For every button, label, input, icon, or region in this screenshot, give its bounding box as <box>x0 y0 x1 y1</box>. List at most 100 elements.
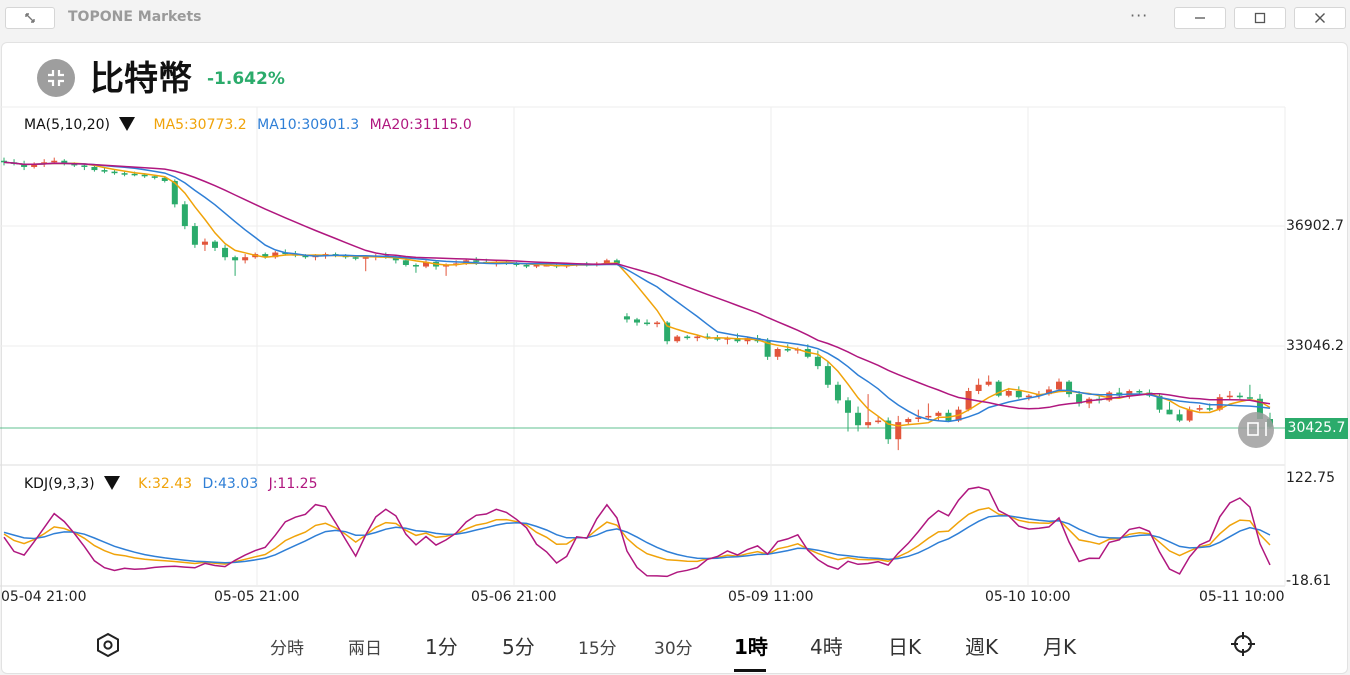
candle-body <box>603 260 610 264</box>
candle-body <box>935 412 942 416</box>
tab-1m[interactable]: 1分 <box>425 635 458 659</box>
time-tick: 05-11 10:00 <box>1199 589 1285 605</box>
chart-card <box>1 42 1348 674</box>
tab-1h[interactable]: 1時 <box>734 635 768 659</box>
candle-body <box>423 261 429 267</box>
candle-body <box>362 257 369 259</box>
k-value: K:32.43 <box>138 476 193 492</box>
ma-legend[interactable]: MA(5,10,20) MA5:30773.2 MA10:30901.3 MA2… <box>24 116 478 134</box>
candle-body <box>161 177 168 181</box>
candle-body <box>402 260 409 265</box>
tab-4h[interactable]: 4時 <box>810 635 843 659</box>
candle-body <box>232 257 239 261</box>
candle-body <box>634 319 640 323</box>
price-tick: 36902.7 <box>1286 218 1344 234</box>
candle-body <box>1005 391 1012 396</box>
more-icon[interactable]: ··· <box>1130 6 1149 25</box>
candle-body <box>654 322 661 325</box>
candle-body <box>1186 409 1193 421</box>
candle-body <box>1226 395 1233 398</box>
close-button[interactable] <box>1294 7 1346 29</box>
kdj-legend[interactable]: KDJ(9,3,3) K:32.43 D:43.03 J:11.25 <box>24 475 324 493</box>
d-value: D:43.03 <box>202 476 259 492</box>
candle-body <box>1256 398 1263 420</box>
ma20-line <box>3 161 1271 410</box>
k-line <box>3 507 1271 565</box>
price-tick: 33046.2 <box>1286 338 1344 354</box>
settings-hexagon-icon[interactable] <box>95 632 121 662</box>
candle-body <box>523 264 530 267</box>
candle-body <box>1206 408 1213 410</box>
candle-body <box>171 180 178 205</box>
interval-tabs: 分時 兩日 1分 5分 15分 30分 1時 4時 日K 週K 月K <box>0 622 1350 668</box>
j-value: J:11.25 <box>268 476 318 492</box>
maximize-button[interactable] <box>1234 7 1286 29</box>
current-price-badge: 30425.7 <box>1285 418 1348 439</box>
candle-body <box>814 356 821 367</box>
tab-month[interactable]: 月K <box>1043 635 1077 659</box>
candle-body <box>151 176 158 178</box>
dropdown-icon[interactable] <box>103 476 120 490</box>
candle-body <box>222 247 229 258</box>
candle-body <box>664 322 671 342</box>
time-tick: 05-04 21:00 <box>1 589 87 605</box>
tab-30m[interactable]: 30分 <box>654 639 693 659</box>
candle-body <box>824 366 831 385</box>
kdj-tick-bottom: -18.61 <box>1286 573 1332 589</box>
tab-week[interactable]: 週K <box>965 635 999 659</box>
candle-body <box>684 336 691 339</box>
candle-body <box>734 338 741 342</box>
candle-body <box>623 316 630 320</box>
candle-body <box>995 381 1002 396</box>
chart-grid <box>0 106 1286 587</box>
candle-body <box>925 415 932 418</box>
candle-body <box>1236 395 1243 398</box>
time-tick: 05-05 21:00 <box>214 589 300 605</box>
candle-body <box>1136 391 1143 393</box>
candle-body <box>865 422 872 426</box>
candle-body <box>392 257 399 261</box>
candle-body <box>201 241 208 245</box>
time-tick: 05-06 21:00 <box>471 589 557 605</box>
candle-body <box>1166 409 1173 415</box>
ma5-value: MA5:30773.2 <box>153 117 247 133</box>
time-tick: 05-10 10:00 <box>985 589 1071 605</box>
candle-body <box>71 163 78 166</box>
candle-body <box>1126 391 1133 396</box>
candle-body <box>965 391 972 410</box>
candle-body <box>191 226 198 245</box>
title-bar: TOPONE Markets ··· <box>0 0 1350 36</box>
candle-body <box>1246 397 1253 399</box>
minimize-button[interactable] <box>1174 7 1226 29</box>
tab-fenshi[interactable]: 分時 <box>270 639 304 659</box>
candle-body <box>915 417 922 420</box>
tool-icon <box>1238 412 1274 448</box>
candle-body <box>61 160 68 164</box>
candle-body <box>724 338 731 340</box>
tab-day[interactable]: 日K <box>888 635 922 659</box>
candle-body <box>644 322 651 325</box>
exit-fullscreen-icon[interactable] <box>37 59 75 97</box>
crosshair-icon[interactable] <box>1230 631 1256 661</box>
candle-body <box>1076 394 1083 404</box>
dropdown-icon[interactable] <box>119 117 136 131</box>
candle-body <box>714 338 721 340</box>
restore-icon[interactable] <box>5 7 55 29</box>
ma-legend-label: MA(5,10,20) <box>24 117 111 133</box>
candle-body <box>834 384 841 401</box>
tab-5m[interactable]: 5分 <box>502 635 535 659</box>
candle-body <box>181 204 188 227</box>
candle-body <box>1045 389 1052 395</box>
candle-body <box>21 163 28 167</box>
candle-body <box>1056 381 1062 390</box>
candle-body <box>1015 391 1022 398</box>
candle-body <box>895 422 902 440</box>
tab-liangri[interactable]: 兩日 <box>348 639 382 659</box>
candle-body <box>533 264 540 267</box>
candle-body <box>1176 414 1183 421</box>
candle-body <box>31 163 38 167</box>
candle-body <box>51 160 58 163</box>
ma20-value: MA20:31115.0 <box>369 117 472 133</box>
tab-15m[interactable]: 15分 <box>578 639 617 659</box>
